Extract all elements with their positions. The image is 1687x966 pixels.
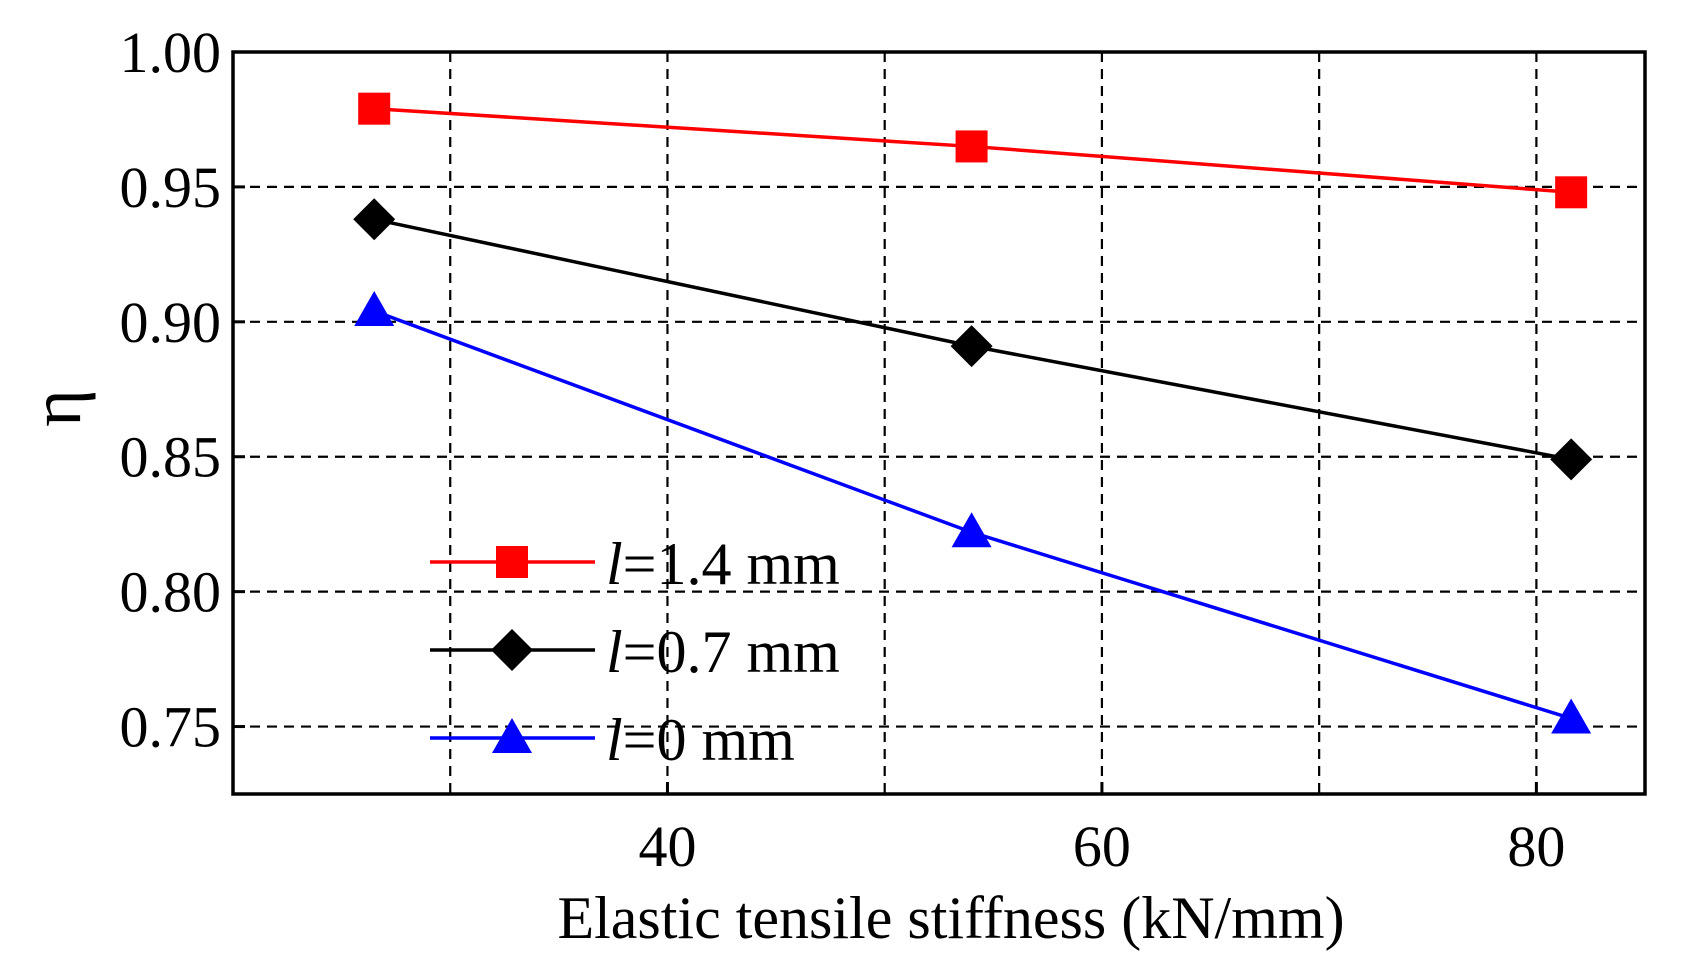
x-tick-label-40: 40 bbox=[638, 814, 696, 879]
series-markers bbox=[353, 92, 1593, 734]
y-tick-label-1-00: 1.00 bbox=[120, 20, 222, 85]
legend-label-l-0-7mm-var: l bbox=[606, 619, 623, 685]
legend-label-l-0-7mm-value: =0.7 mm bbox=[623, 619, 840, 685]
data-point-l-0-mm-2 bbox=[1551, 698, 1592, 734]
y-tick-labels: 0.75 0.80 0.85 0.90 0.95 1.00 bbox=[120, 20, 222, 760]
y-tick-label-0-90: 0.90 bbox=[120, 290, 222, 355]
series-lines bbox=[373, 106, 1572, 721]
legend-marker-shape-l-1-4-mm bbox=[496, 546, 528, 578]
legend-marker-shape-l-0-mm bbox=[492, 718, 532, 753]
data-point-l-0-mm-1 bbox=[951, 512, 992, 548]
axis-ticks bbox=[233, 50, 1538, 794]
legend-label-l-0mm: l=0 mm bbox=[606, 707, 795, 773]
y-tick-label-0-80: 0.80 bbox=[120, 560, 222, 625]
data-point-l-0-7-mm-0 bbox=[353, 198, 396, 241]
y-tick-label-0-75: 0.75 bbox=[120, 695, 222, 760]
legend-marker-diamond bbox=[491, 629, 533, 671]
data-point-l-1-4-mm-1 bbox=[955, 130, 988, 163]
legend-marker-square bbox=[496, 546, 528, 578]
plot-area-frame bbox=[231, 50, 1647, 796]
data-point-l-0-mm-0 bbox=[354, 291, 395, 327]
legend-label-l-1-4mm: l=1.4 mm bbox=[606, 531, 840, 597]
legend-label-l-0-7mm: l=0.7 mm bbox=[606, 619, 840, 685]
y-tick-label-0-95: 0.95 bbox=[120, 155, 222, 220]
x-axis-label: Elastic tensile stiffness (kN/mm) bbox=[557, 885, 1344, 951]
x-tick-label-80: 80 bbox=[1507, 814, 1565, 879]
data-point-l-1-4-mm-2 bbox=[1555, 176, 1588, 209]
legend-label-l-0mm-var: l bbox=[606, 707, 623, 773]
data-point-l-0-7-mm-2 bbox=[1550, 438, 1593, 481]
legend-item-l-0-7mm: l=0.7 mm bbox=[430, 619, 840, 685]
legend-item-l-1-4mm: l=1.4 mm bbox=[430, 531, 840, 597]
legend: l=1.4 mm l=0.7 mm l=0 mm bbox=[430, 531, 840, 773]
x-tick-labels: 40 60 80 bbox=[638, 814, 1565, 879]
y-tick-label-0-85: 0.85 bbox=[120, 425, 222, 490]
data-point-l-1-4-mm-0 bbox=[358, 92, 391, 125]
data-point-l-0-7-mm-1 bbox=[950, 325, 993, 368]
legend-label-l-0mm-value: =0 mm bbox=[623, 707, 795, 773]
grid-lines bbox=[233, 52, 1645, 794]
legend-label-l-1-4mm-var: l bbox=[606, 531, 623, 597]
legend-marker-shape-l-0-7-mm bbox=[491, 629, 533, 671]
y-axis-label: η bbox=[16, 389, 96, 427]
legend-label-l-1-4mm-value: =1.4 mm bbox=[623, 531, 840, 597]
legend-item-l-0mm: l=0 mm bbox=[430, 707, 795, 773]
legend-marker-triangle bbox=[492, 718, 532, 753]
x-tick-label-60: 60 bbox=[1073, 814, 1131, 879]
